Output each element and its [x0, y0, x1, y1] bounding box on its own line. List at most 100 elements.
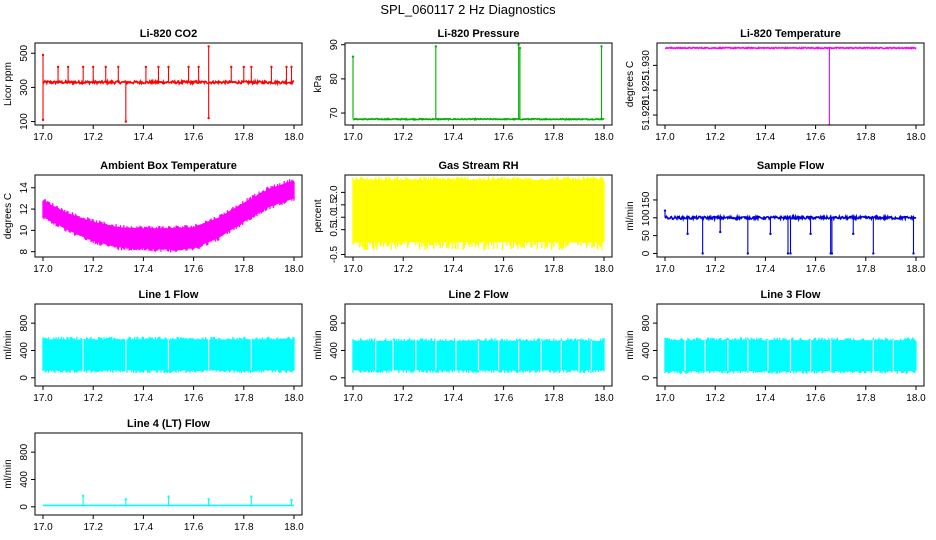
plot-frame — [34, 42, 303, 126]
y-tick-label: 100 — [641, 209, 652, 226]
x-tick-label: 17.8 — [234, 264, 254, 275]
y-tick-label: 400 — [19, 471, 30, 488]
data-layer — [351, 43, 605, 122]
data-area — [43, 180, 294, 250]
data-point — [290, 498, 293, 502]
x-tick-label: 17.6 — [494, 264, 514, 275]
chart-panel: Sample Flow ml/min 17.0 17.2 17.4 17.6 17.8 18.… — [625, 160, 926, 275]
chart-title: Line 4 (LT) Flow — [127, 418, 210, 430]
x-tick-label: 17.6 — [184, 522, 204, 533]
data-series-line — [665, 46, 917, 50]
plot-frame — [656, 303, 925, 387]
data-point — [81, 494, 85, 498]
x-tick-label: 17.8 — [234, 393, 254, 404]
data-point — [207, 498, 210, 501]
chart-title: Sample Flow — [757, 160, 825, 172]
chart-title: Line 1 Flow — [139, 289, 199, 301]
data-point — [124, 120, 128, 123]
data-layer — [42, 336, 295, 373]
y-tick-label: 50 — [641, 230, 652, 242]
plot-frame — [34, 432, 303, 516]
data-layer — [352, 338, 605, 373]
x-tick-label: 18.0 — [284, 132, 304, 143]
chart-panel: Li-820 Temperature degrees C 17.0 17.2 17.4 1… — [625, 28, 926, 143]
plot-frame — [344, 42, 613, 126]
data-point — [719, 230, 722, 234]
y-tick-label: 51.930 — [641, 50, 652, 81]
data-point — [197, 65, 200, 69]
data-layer — [43, 494, 294, 507]
chart-title: Li-820 Pressure — [438, 28, 520, 40]
y-tick-label: 2.0 — [329, 185, 340, 199]
x-tick-label: 17.8 — [856, 393, 876, 404]
y-tick-label: 400 — [329, 342, 340, 359]
y-axis-label: Licor ppm — [3, 62, 14, 106]
x-tick-label: 17.2 — [705, 132, 725, 143]
data-point — [434, 45, 438, 48]
y-axis-label: percent — [313, 199, 324, 233]
plot-frame — [344, 303, 613, 387]
y-tick-label: 0 — [641, 375, 652, 381]
x-tick-label: 18.0 — [284, 522, 304, 533]
data-point — [92, 65, 95, 69]
data-point — [207, 45, 210, 48]
plot-frame — [656, 42, 925, 126]
y-axis-label: degrees C — [3, 193, 14, 239]
x-tick-label: 17.8 — [856, 132, 876, 143]
x-tick-label: 17.0 — [343, 132, 363, 143]
plot-frame — [656, 174, 925, 258]
y-tick-label: 12 — [19, 203, 30, 215]
x-tick-label: 17.8 — [544, 264, 564, 275]
x-tick-label: 18.0 — [594, 393, 614, 404]
data-point — [167, 65, 170, 69]
data-point — [250, 495, 253, 498]
x-tick-label: 17.2 — [705, 264, 725, 275]
y-tick-label: 51.925 — [641, 74, 652, 105]
x-tick-label: 17.0 — [655, 264, 675, 275]
data-point — [144, 65, 148, 69]
y-tick-label: 1.5 — [329, 197, 340, 211]
y-tick-label: 80 — [329, 73, 340, 85]
data-point — [81, 65, 85, 69]
x-tick-label: 17.6 — [184, 393, 204, 404]
chart-panel: Li-820 Pressure kPa 17.0 17.2 17.4 17.6 17.8 18… — [313, 28, 614, 143]
x-tick-label: 17.2 — [393, 264, 413, 275]
y-tick-label: 70 — [329, 107, 340, 119]
data-layer — [663, 209, 917, 255]
data-point — [207, 116, 210, 120]
y-tick-label: 800 — [641, 314, 652, 331]
x-tick-label: 17.6 — [494, 393, 514, 404]
page-title: SPL_060117 2 Hz Diagnostics — [380, 2, 556, 17]
y-tick-label: 500 — [19, 44, 30, 61]
x-tick-label: 17.2 — [83, 132, 103, 143]
x-tick-label: 17.4 — [756, 264, 776, 275]
y-tick-label: 150 — [641, 191, 652, 208]
x-tick-label: 17.8 — [234, 132, 254, 143]
y-tick-label: 0 — [19, 504, 30, 510]
x-tick-label: 17.6 — [806, 393, 826, 404]
x-tick-label: 18.0 — [906, 264, 926, 275]
data-layer — [665, 46, 917, 125]
x-tick-label: 17.6 — [184, 132, 204, 143]
data-point — [270, 65, 273, 69]
x-tick-label: 17.0 — [33, 132, 53, 143]
plot-frame — [34, 174, 303, 258]
y-tick-label: 90 — [329, 39, 340, 51]
data-point — [912, 252, 915, 255]
y-axis-label: ml/min — [3, 459, 14, 488]
x-tick-label: 18.0 — [594, 132, 614, 143]
data-point — [517, 43, 520, 46]
y-tick-label: 100 — [19, 113, 30, 130]
x-tick-label: 17.0 — [655, 393, 675, 404]
x-tick-label: 17.6 — [184, 264, 204, 275]
x-tick-label: 17.2 — [393, 132, 413, 143]
data-point — [600, 45, 603, 48]
data-point — [41, 118, 45, 122]
chart-title: Li-820 CO2 — [140, 28, 197, 40]
x-tick-label: 17.8 — [856, 264, 876, 275]
x-tick-label: 17.4 — [444, 393, 464, 404]
data-point — [518, 46, 522, 50]
x-tick-label: 17.4 — [134, 264, 154, 275]
y-tick-label: 0.5 — [329, 222, 340, 236]
data-point — [290, 65, 293, 69]
